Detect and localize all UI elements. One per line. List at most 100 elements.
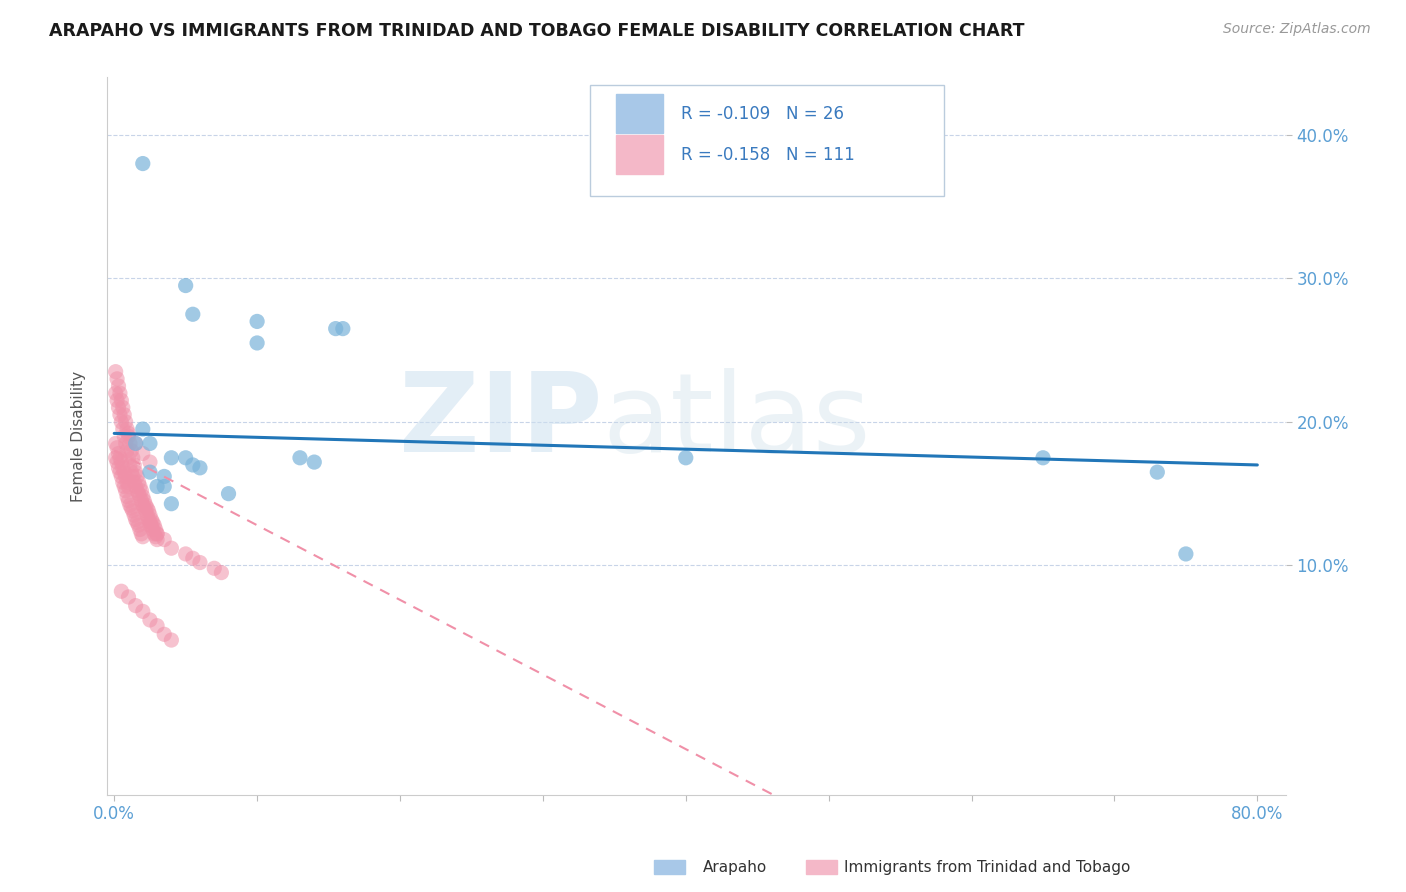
Point [153, 627, 176, 641]
Point [143, 518, 166, 533]
Point [288, 450, 311, 465]
Point [110, 584, 132, 599]
FancyBboxPatch shape [591, 85, 943, 196]
Point [112, 408, 135, 422]
Point [325, 321, 347, 335]
Point [117, 450, 139, 465]
Point [139, 516, 162, 530]
Point [131, 493, 153, 508]
Point [110, 469, 132, 483]
Point [121, 504, 143, 518]
Point [141, 512, 163, 526]
Point [138, 504, 160, 518]
Text: Arapaho: Arapaho [703, 860, 768, 874]
Point [124, 479, 146, 493]
Point [129, 523, 152, 537]
Point [114, 483, 136, 498]
Point [112, 429, 135, 443]
Text: Source: ZipAtlas.com: Source: ZipAtlas.com [1223, 22, 1371, 37]
Point [160, 633, 183, 648]
Point [142, 516, 165, 530]
Point [174, 547, 197, 561]
Point [120, 443, 142, 458]
Text: atlas: atlas [602, 368, 870, 475]
Point [108, 465, 131, 479]
Point [124, 599, 146, 613]
Point [105, 441, 128, 455]
Point [202, 561, 225, 575]
Point [107, 446, 129, 460]
Point [117, 590, 139, 604]
Point [118, 458, 141, 472]
Point [135, 498, 157, 512]
Point [110, 393, 132, 408]
Point [111, 460, 134, 475]
Bar [616, 135, 664, 174]
Point [139, 508, 162, 523]
Point [153, 469, 176, 483]
Point [107, 379, 129, 393]
Point [118, 436, 141, 450]
Text: ZIP: ZIP [399, 368, 602, 475]
Point [153, 479, 176, 493]
Point [132, 422, 155, 436]
Point [128, 486, 150, 500]
Point [115, 475, 138, 490]
Point [139, 613, 162, 627]
Point [174, 278, 197, 293]
Point [120, 501, 142, 516]
Text: Immigrants from Trinidad and Tobago: Immigrants from Trinidad and Tobago [844, 860, 1130, 874]
Text: R = -0.109   N = 26: R = -0.109 N = 26 [681, 104, 844, 123]
Point [181, 458, 204, 472]
Point [174, 450, 197, 465]
Point [104, 450, 127, 465]
Point [134, 493, 156, 508]
Text: R = -0.158   N = 111: R = -0.158 N = 111 [681, 145, 855, 163]
Point [125, 469, 148, 483]
Point [188, 460, 211, 475]
Point [117, 429, 139, 443]
Point [107, 460, 129, 475]
Point [143, 526, 166, 541]
Point [118, 498, 141, 512]
Point [139, 518, 162, 533]
Point [146, 479, 169, 493]
Point [115, 443, 138, 458]
Point [146, 618, 169, 632]
Point [160, 497, 183, 511]
Point [304, 455, 326, 469]
Point [132, 498, 155, 512]
Point [124, 436, 146, 450]
Point [160, 541, 183, 556]
Point [108, 450, 131, 465]
Point [675, 450, 697, 465]
Point [117, 479, 139, 493]
Point [142, 523, 165, 537]
Point [115, 490, 138, 504]
Point [246, 335, 269, 350]
Point [246, 314, 269, 328]
Point [128, 475, 150, 490]
Point [128, 518, 150, 533]
Point [129, 490, 152, 504]
Point [131, 526, 153, 541]
Point [112, 479, 135, 493]
Point [132, 530, 155, 544]
Point [141, 518, 163, 533]
Point [145, 530, 167, 544]
Point [181, 551, 204, 566]
Point [111, 422, 134, 436]
Point [104, 436, 127, 450]
Point [218, 486, 240, 500]
Point [160, 450, 183, 465]
Point [146, 533, 169, 547]
Point [111, 475, 134, 490]
Point [136, 508, 159, 523]
Point [146, 526, 169, 541]
Point [146, 526, 169, 541]
Point [132, 156, 155, 170]
Point [131, 483, 153, 498]
Point [124, 436, 146, 450]
Point [136, 501, 159, 516]
Point [1146, 465, 1168, 479]
